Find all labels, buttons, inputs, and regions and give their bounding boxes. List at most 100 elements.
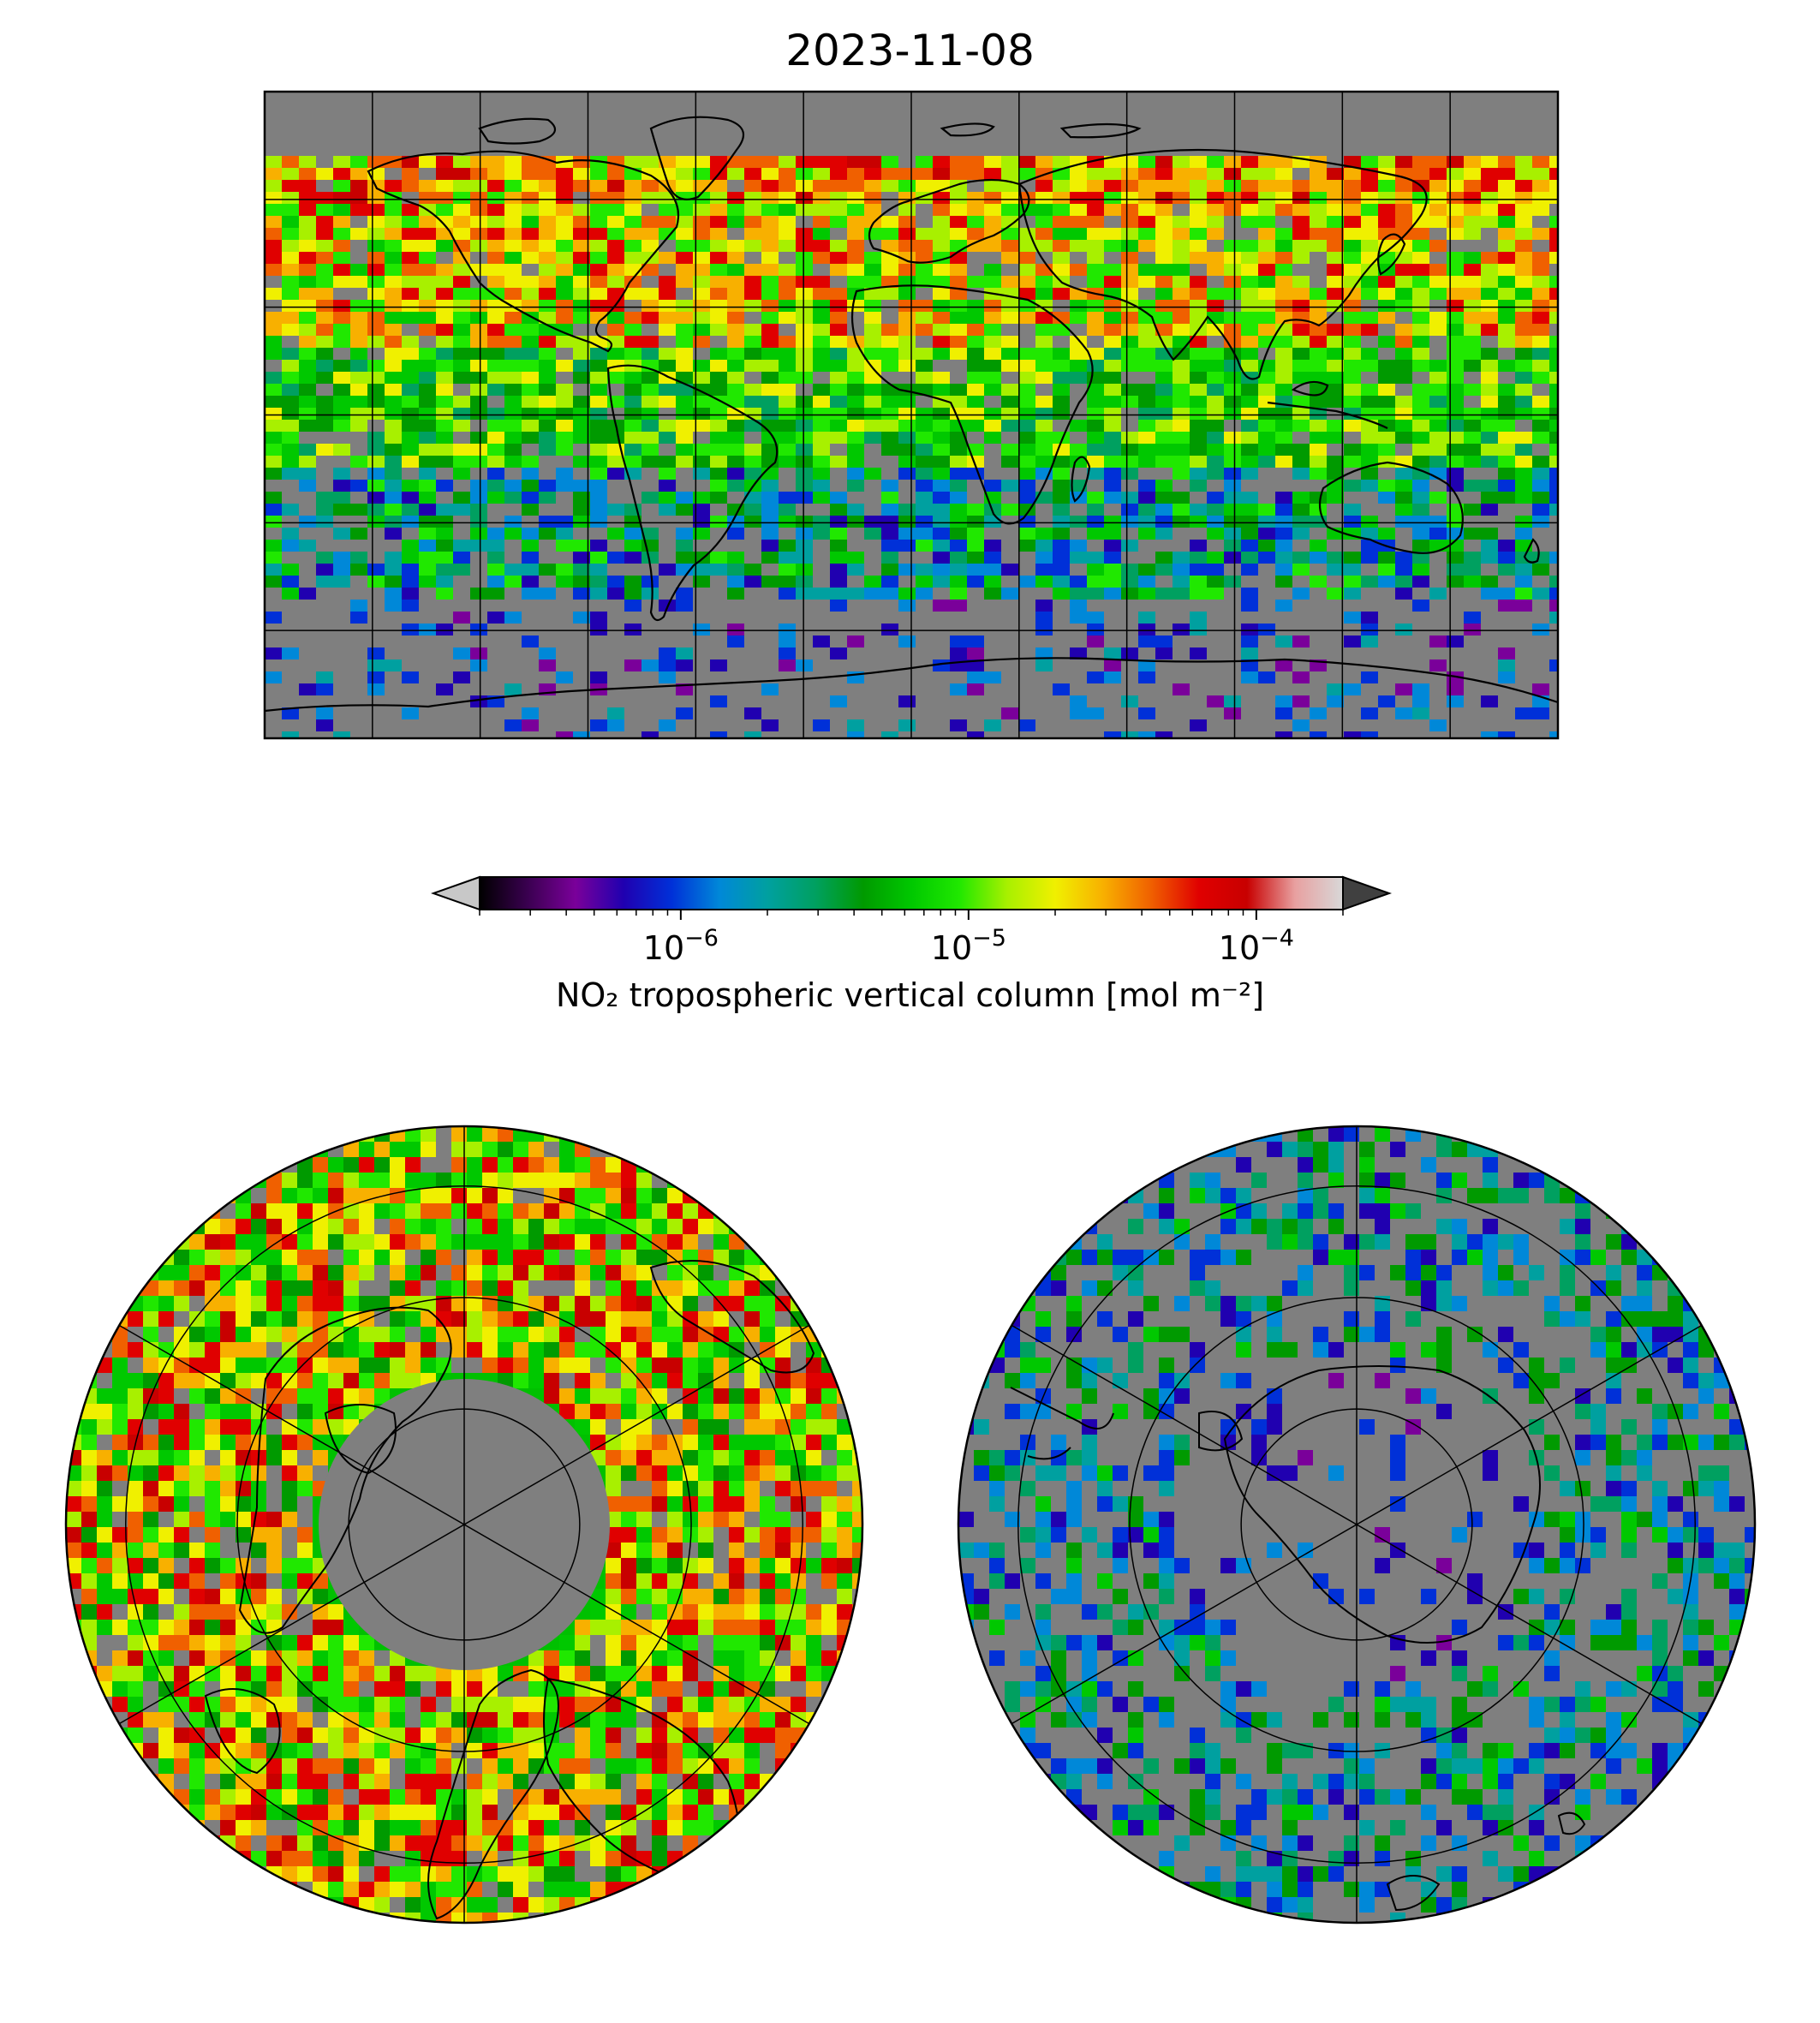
polar-map-cell [81, 1419, 97, 1435]
polar-map-cell [729, 1388, 744, 1404]
polar-map-cell [297, 1296, 313, 1311]
global-map-cell [1138, 252, 1155, 264]
polar-map-cell [652, 1512, 667, 1527]
global-map-cell [761, 168, 779, 180]
global-map-cell [504, 420, 522, 432]
polar-map-cell [112, 1435, 128, 1450]
global-map-cell [590, 671, 607, 683]
global-map-cell [1035, 683, 1053, 695]
global-map-cell [847, 240, 864, 252]
global-map-cell [933, 216, 950, 228]
global-map-cell [436, 504, 453, 516]
global-map-cell [282, 324, 299, 336]
global-map-cell [1429, 372, 1447, 384]
global-map-cell [1395, 156, 1412, 168]
global-map-cell [761, 288, 779, 300]
global-map-cell [813, 480, 830, 492]
global-map-cell [659, 731, 676, 738]
global-map-cell [1241, 683, 1258, 695]
polar-map-cell [174, 1481, 189, 1496]
global-map-cell [282, 492, 299, 504]
global-map-cell [573, 480, 590, 492]
polar-map-cell [374, 1265, 390, 1280]
polar-map-cell [667, 1203, 683, 1219]
global-map-cell [1549, 360, 1558, 372]
polar-map-cell [837, 1558, 852, 1573]
global-map-cell [881, 719, 898, 731]
polar-map-cell [652, 1327, 667, 1342]
polar-map-cell [220, 1404, 236, 1419]
global-map-cell [727, 396, 744, 408]
global-map-cell [350, 216, 367, 228]
global-map-cell [864, 576, 881, 588]
global-map-cell [641, 707, 659, 719]
polar-map-cell [559, 1280, 575, 1296]
global-map-cell [1447, 168, 1464, 180]
polar-map-cell [313, 1296, 328, 1311]
global-map-cell [676, 504, 693, 516]
global-map-cell [933, 360, 950, 372]
global-map-cell [1464, 468, 1481, 480]
global-map-cell [779, 468, 796, 480]
global-map-cell [693, 192, 710, 204]
polar-map-cell [636, 1573, 652, 1589]
global-map-cell [1104, 156, 1121, 168]
global-map-cell [1344, 480, 1361, 492]
polar-map-cell [744, 1589, 760, 1604]
polar-map-cell [451, 1250, 467, 1265]
global-map-cell [1344, 384, 1361, 396]
global-map-cell [779, 719, 796, 731]
global-map-cell [1327, 240, 1344, 252]
global-map-cell [539, 288, 556, 300]
global-map-cell [1104, 444, 1121, 456]
polar-map-cell [652, 1219, 667, 1234]
polar-map-cell [297, 1203, 313, 1219]
global-map-cell [1173, 564, 1190, 576]
global-map-cell [1224, 372, 1241, 384]
polar-map-cell [821, 1419, 837, 1435]
global-map-cell [1292, 360, 1310, 372]
global-map-cell [573, 420, 590, 432]
global-map-cell [830, 576, 847, 588]
global-map-cell [727, 252, 744, 264]
global-map-cell [487, 707, 504, 719]
global-map-cell [624, 695, 641, 707]
global-map-cell [1224, 156, 1241, 168]
global-map-cell [744, 432, 761, 444]
global-map-cell [1498, 504, 1515, 516]
global-map-cell [984, 312, 1001, 324]
global-map-cell [1241, 180, 1258, 192]
global-map-cell [1087, 576, 1104, 588]
global-map-cell [796, 336, 813, 348]
polar-map-cell [282, 1327, 297, 1342]
global-map-cell [419, 456, 436, 468]
global-map-cell [710, 731, 727, 738]
polar-map-cell [652, 1589, 667, 1604]
global-map-cell [950, 204, 967, 216]
polar-map-cell [744, 1265, 760, 1280]
global-map-cell [933, 552, 950, 564]
global-map-cell [1275, 480, 1292, 492]
global-map-cell [556, 540, 573, 552]
global-map-cell [1035, 588, 1053, 600]
global-map-cell [864, 588, 881, 600]
polar-map-cell [498, 1327, 513, 1342]
global-map-cell [385, 300, 402, 312]
global-map-cell [1344, 683, 1361, 695]
global-map-cell [265, 695, 282, 707]
global-map-cell [761, 180, 779, 192]
global-map-cell [1361, 636, 1378, 647]
global-map-cell [556, 252, 573, 264]
polar-map-cell [81, 1558, 97, 1573]
global-map-cell [744, 300, 761, 312]
global-map-cell [1241, 300, 1258, 312]
global-map-cell [539, 372, 556, 384]
global-map-cell [265, 312, 282, 324]
polar-map-cell [791, 1373, 806, 1388]
global-map-cell [436, 336, 453, 348]
global-map-cell [693, 540, 710, 552]
polar-map-cell [313, 1573, 328, 1589]
polar-map-cell [575, 1311, 590, 1327]
polar-map-cell [713, 1620, 729, 1635]
global-map-cell [727, 384, 744, 396]
